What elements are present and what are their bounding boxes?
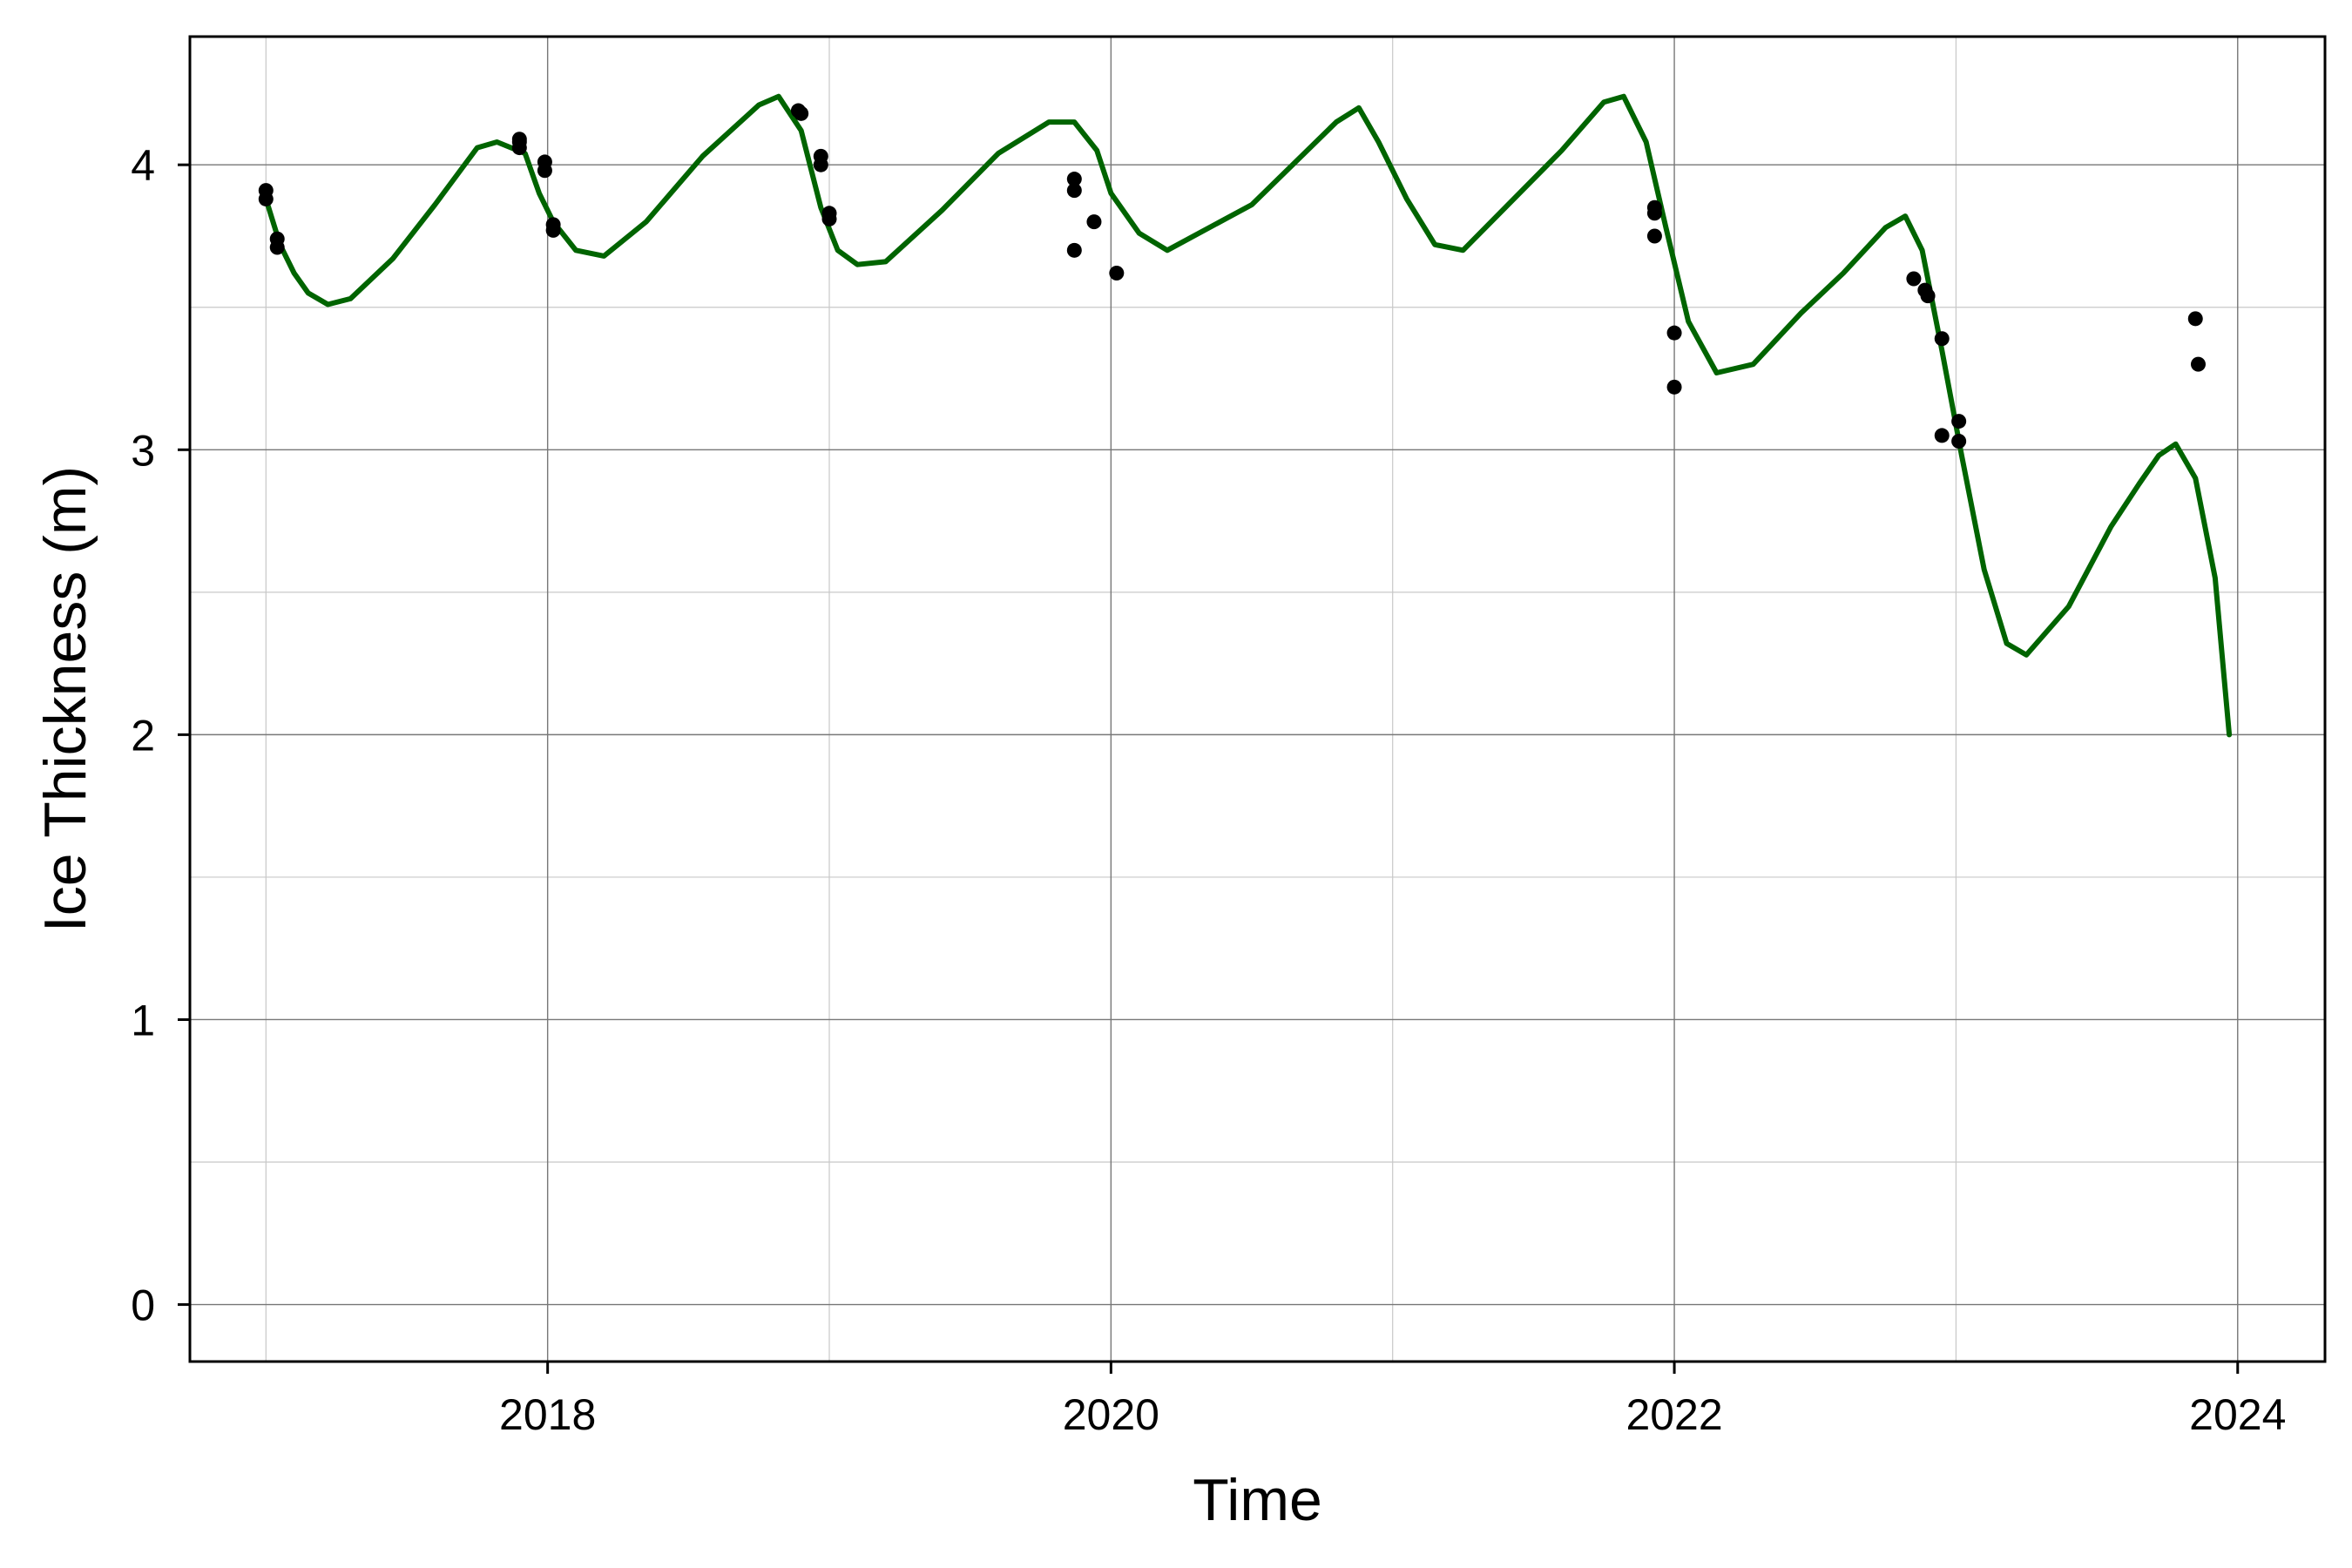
model-thickness-line — [263, 93, 2233, 738]
observation-point — [794, 105, 809, 121]
y-tick-label: 0 — [131, 1281, 155, 1330]
x-tick-label: 2020 — [1063, 1390, 1159, 1439]
observation-point — [1086, 214, 1102, 230]
observation-point — [1951, 433, 1967, 449]
x-axis-title: Time — [1193, 1467, 1322, 1533]
observation-point — [1906, 271, 1922, 287]
observation-point — [545, 222, 561, 238]
plot-frame — [188, 35, 2327, 1363]
observation-point — [813, 157, 828, 172]
observation-point — [1646, 228, 1662, 244]
observation-point — [1951, 414, 1967, 429]
observation-point — [258, 191, 274, 206]
axis-ticks: 2018 2020 2022 2024 0 1 2 3 4 — [131, 141, 2286, 1439]
observation-point — [821, 211, 837, 226]
observation-point — [537, 163, 552, 179]
observation-point — [269, 240, 285, 255]
observation-point — [1934, 331, 1950, 347]
y-tick-label: 4 — [131, 141, 155, 190]
observation-point — [2190, 356, 2206, 372]
y-tick-label: 2 — [131, 711, 155, 760]
plot-area — [258, 93, 2233, 738]
observation-point — [1066, 183, 1082, 199]
observation-point — [1920, 288, 1936, 304]
y-tick-label: 1 — [131, 996, 155, 1044]
y-tick-label: 3 — [131, 426, 155, 475]
x-tick-label: 2022 — [1625, 1390, 1722, 1439]
observation-point — [511, 140, 527, 156]
y-axis-title: Ice Thickness (m) — [32, 466, 98, 932]
observation-point — [1666, 379, 1682, 395]
x-tick-label: 2024 — [2189, 1390, 2286, 1439]
observation-point — [1109, 265, 1125, 280]
observation-point — [1066, 242, 1082, 258]
x-tick-label: 2018 — [499, 1390, 596, 1439]
observation-point — [2187, 311, 2203, 327]
observation-point — [1646, 206, 1662, 221]
observation-point — [1934, 428, 1950, 443]
observation-point — [1066, 172, 1082, 187]
observation-point — [1666, 325, 1682, 341]
